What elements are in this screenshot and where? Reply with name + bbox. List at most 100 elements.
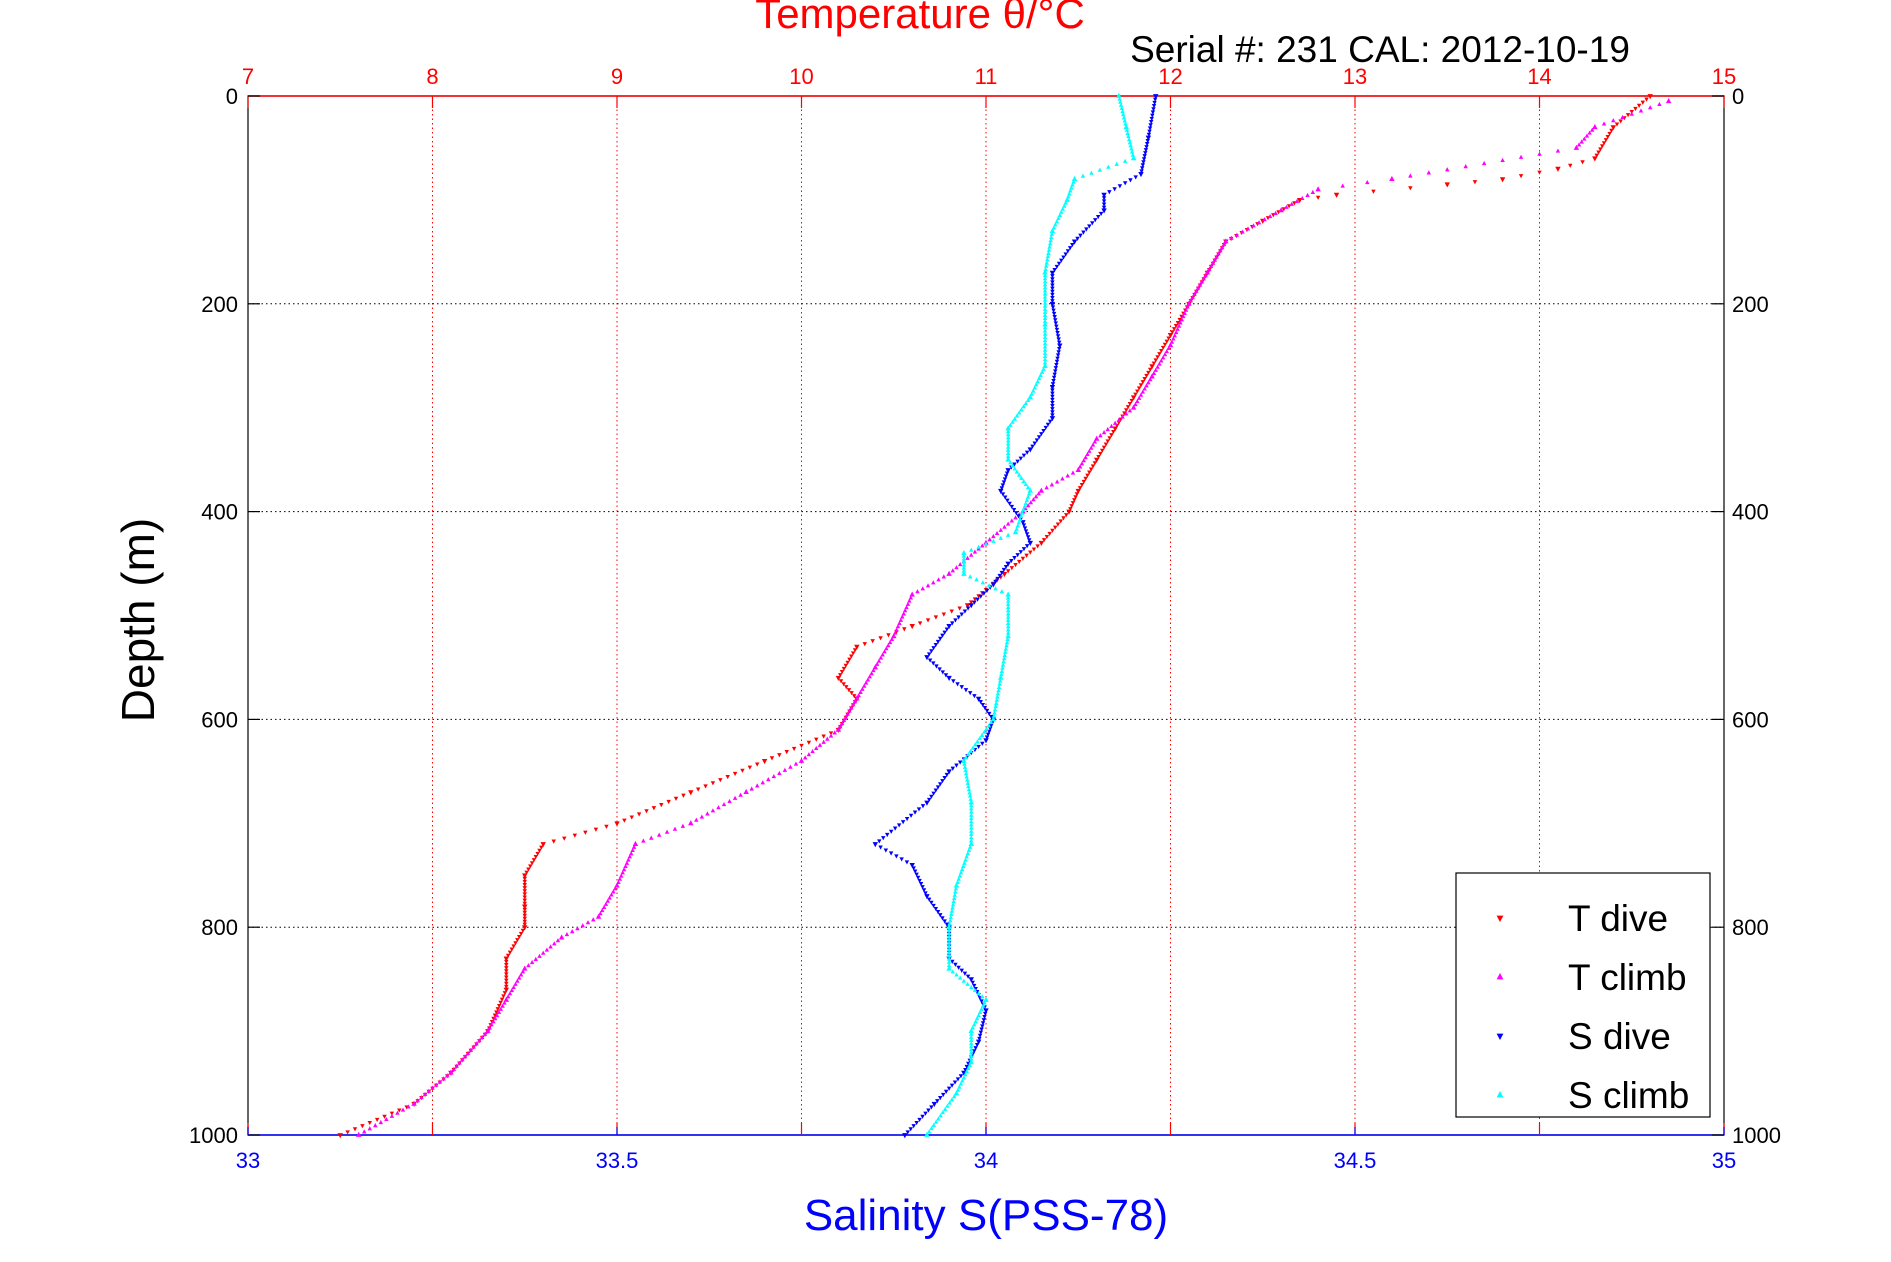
data-point [968,1027,974,1034]
data-point [504,972,509,977]
data-point [1240,229,1245,234]
data-point [1044,485,1049,490]
data-point [1050,296,1055,301]
data-point [1145,135,1152,141]
data-point [1021,547,1027,552]
data-point [1054,264,1060,269]
data-point [987,537,992,542]
data-point [1146,380,1151,385]
data-point [1005,601,1011,606]
data-point [874,661,880,666]
data-point [522,898,527,903]
data-point [835,675,842,682]
data-point [1020,510,1025,515]
data-point [1000,665,1005,670]
data-point [1061,255,1066,260]
tick-label-temperature: 10 [789,64,813,89]
data-point [957,1084,962,1089]
data-point [810,749,815,754]
data-point [969,819,974,824]
data-point [1052,267,1057,273]
data-point [1005,428,1011,434]
data-point [1052,372,1057,377]
data-point [905,601,911,606]
data-point [1047,419,1053,424]
data-point [942,776,947,781]
data-point [493,1016,498,1021]
data-point [838,679,844,684]
data-point [1035,379,1040,384]
data-point [1105,426,1110,432]
data-point [1629,111,1634,116]
data-point [1647,105,1653,110]
data-point [1618,119,1623,124]
data-point [564,932,570,937]
data-point [1042,288,1048,293]
data-point [1059,258,1064,263]
data-point [725,774,730,780]
data-point [821,739,826,744]
data-point [1111,430,1116,435]
data-point [1044,260,1049,265]
data-point [1140,380,1146,385]
data-point [1053,222,1058,227]
data-point [533,854,539,860]
data-point [1138,383,1144,388]
data-point [933,615,939,620]
data-point [1203,273,1208,278]
data-point [1177,317,1182,322]
data-point [969,1044,974,1049]
data-point [1101,192,1107,198]
data-point [1101,430,1107,435]
data-point [1042,357,1048,362]
data-point [598,911,603,916]
data-point [863,680,869,685]
data-point [1053,321,1059,326]
data-point [938,1096,943,1101]
data-point [1267,213,1273,219]
data-point [998,488,1004,495]
data-point [1278,207,1284,213]
data-point [860,686,865,691]
data-point [980,702,986,708]
data-point [1167,333,1174,339]
data-point [1003,646,1009,651]
data-point [971,983,977,988]
data-point [1009,559,1014,564]
data-point [1067,246,1073,251]
data-point [513,941,518,946]
data-point [1019,475,1024,480]
tick-label-salinity: 33.5 [596,1148,639,1173]
data-point [415,1098,420,1103]
data-point [1170,330,1175,335]
data-point [888,829,894,834]
data-point [926,797,932,803]
data-point [1049,416,1056,422]
data-point [1056,337,1061,342]
data-point [806,752,812,757]
data-point [1159,358,1164,363]
data-point [982,705,988,711]
data-point [1014,413,1020,418]
data-point [1000,483,1006,488]
data-point [862,683,867,688]
data-point [1125,130,1130,135]
data-point [1049,234,1054,240]
data-point [1042,337,1048,343]
data-point [1050,299,1055,304]
data-point [562,836,567,841]
data-point [1590,127,1595,132]
data-point [777,770,782,775]
data-point [946,937,952,942]
series-s-dive [872,94,1159,1139]
data-point [504,966,509,971]
data-point [1005,595,1011,600]
data-point [926,652,932,657]
data-point [904,860,910,865]
data-point [384,1116,389,1121]
data-point [1005,569,1011,574]
data-point [1152,97,1158,102]
data-point [500,1003,505,1008]
data-point [1095,214,1101,220]
data-point [688,790,694,796]
